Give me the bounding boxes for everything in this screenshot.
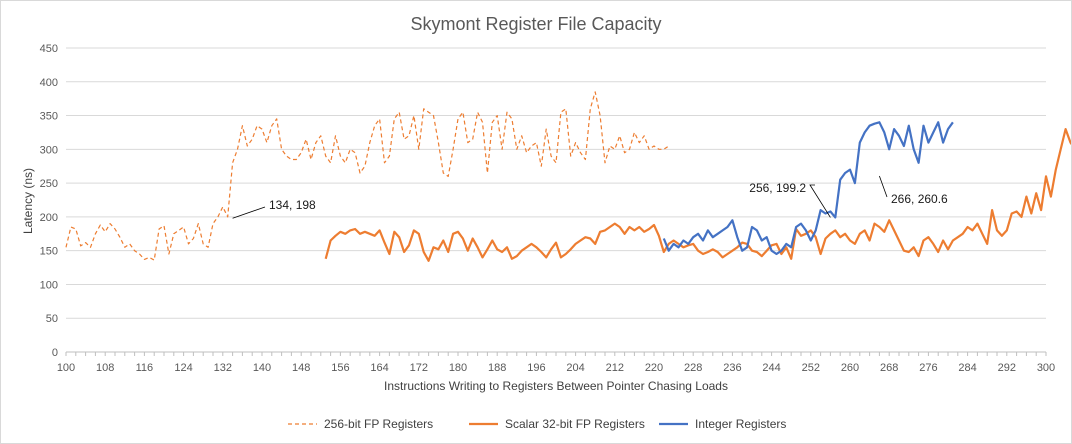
- x-tick-label: 124: [174, 362, 192, 374]
- series-line-3: [662, 121, 954, 256]
- y-axis-ticks: 0 50 100 150 200 250 300 350 400 450: [40, 43, 58, 359]
- y-tick-label: 100: [40, 279, 58, 291]
- x-tick-label: 252: [802, 362, 820, 374]
- legend: 256-bit FP Registers Scalar 32-bit FP Reg…: [288, 417, 786, 431]
- x-tick-label: 300: [1037, 362, 1055, 374]
- x-tick-label: 260: [841, 362, 859, 374]
- legend-label: Integer Registers: [695, 417, 786, 431]
- callout-leader: [232, 206, 266, 219]
- x-axis-title: Instructions Writing to Registers Betwee…: [384, 379, 728, 393]
- y-tick-label: 150: [40, 246, 58, 258]
- x-tick-label: 164: [370, 362, 388, 374]
- x-tick-label: 100: [57, 362, 75, 374]
- y-tick-label: 50: [46, 313, 58, 325]
- x-tick-label: 244: [762, 362, 780, 374]
- x-axis-ticks: 100 108 116 124 132 140 148 156 164 172 180 188 196 2…: [57, 352, 1055, 374]
- gridlines: [66, 47, 1046, 353]
- x-tick-label: 236: [723, 362, 741, 374]
- y-tick-label: 300: [40, 144, 58, 156]
- y-tick-label: 350: [40, 111, 58, 123]
- series-lines: [65, 91, 1071, 262]
- x-tick-label: 116: [136, 362, 154, 374]
- x-tick-label: 268: [880, 362, 898, 374]
- x-tick-label: 204: [566, 362, 584, 374]
- x-tick-label: 228: [684, 362, 702, 374]
- x-tick-label: 140: [253, 362, 271, 374]
- x-tick-label: 108: [96, 362, 114, 374]
- x-tick-label: 148: [292, 362, 310, 374]
- callout-label: 134, 198: [269, 198, 316, 212]
- callout-leader: [879, 175, 888, 198]
- callouts: 134, 198 266, 260.6 256, 199.2: [232, 175, 948, 219]
- x-tick-label: 276: [919, 362, 937, 374]
- x-tick-label: 196: [527, 362, 545, 374]
- y-tick-label: 250: [40, 178, 58, 190]
- callout-leader: [809, 184, 831, 218]
- callout-label: 266, 260.6: [891, 192, 948, 206]
- series-line-2: [324, 128, 1071, 262]
- y-axis-title: Latency (ns): [21, 168, 35, 234]
- y-tick-label: 200: [40, 212, 58, 224]
- x-tick-label: 180: [449, 362, 467, 374]
- y-tick-label: 450: [40, 43, 58, 55]
- y-tick-label: 400: [40, 77, 58, 89]
- legend-label: Scalar 32-bit FP Registers: [505, 417, 645, 431]
- x-tick-label: 292: [998, 362, 1016, 374]
- series-line-1: [65, 91, 670, 261]
- y-tick-label: 0: [52, 347, 58, 359]
- legend-label: 256-bit FP Registers: [324, 417, 433, 431]
- x-tick-label: 188: [488, 362, 506, 374]
- callout-label: 256, 199.2: [749, 181, 806, 195]
- x-tick-label: 132: [214, 362, 232, 374]
- x-tick-label: 212: [606, 362, 624, 374]
- x-tick-label: 156: [331, 362, 349, 374]
- x-tick-label: 284: [958, 362, 976, 374]
- x-tick-label: 172: [410, 362, 428, 374]
- x-tick-label: 220: [645, 362, 663, 374]
- chart-title: Skymont Register File Capacity: [410, 14, 661, 34]
